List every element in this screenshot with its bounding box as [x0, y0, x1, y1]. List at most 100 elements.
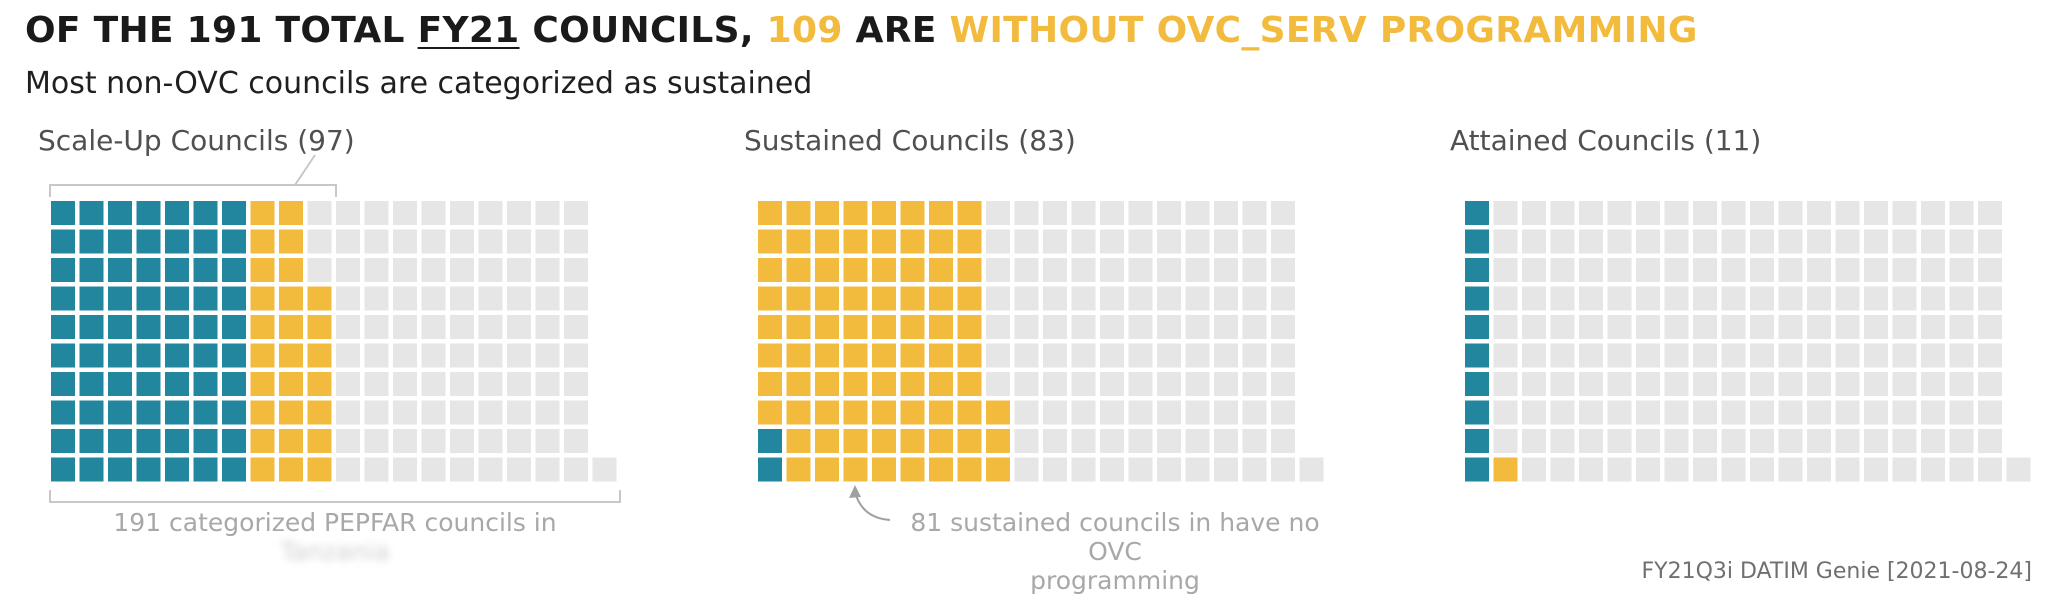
waffle-cell-without-ovc — [872, 429, 896, 453]
waffle-cell-without-ovc — [758, 286, 782, 311]
waffle-cell-empty — [1807, 286, 1831, 311]
waffle-cell-with-ovc — [193, 400, 218, 425]
waffle-cell-empty — [1579, 201, 1603, 225]
waffle-cell-without-ovc — [929, 286, 953, 311]
waffle-cell-without-ovc — [986, 429, 1010, 453]
waffle-cell-empty — [1043, 229, 1067, 254]
waffle-cell-without-ovc — [279, 258, 303, 282]
waffle-cell-without-ovc — [986, 400, 1010, 425]
waffle-cell-empty — [1664, 372, 1689, 396]
waffle-cell-empty — [535, 429, 560, 453]
waffle-cell-without-ovc — [815, 258, 839, 282]
waffle-cell-empty — [478, 429, 503, 453]
waffle-cell-empty — [364, 201, 389, 225]
waffle-cell-with-ovc — [758, 429, 782, 453]
waffle-cell-without-ovc — [900, 457, 925, 482]
waffle-cell-empty — [1750, 201, 1774, 225]
waffle-cell-without-ovc — [786, 229, 811, 254]
waffle-cell-without-ovc — [307, 372, 332, 396]
waffle-cell-empty — [1071, 229, 1096, 254]
waffle-cell-empty — [393, 201, 417, 225]
waffle-cell-empty — [1864, 201, 1888, 225]
waffle-cell-with-ovc — [51, 315, 75, 339]
waffle-cell-empty — [364, 372, 389, 396]
waffle-cell-empty — [1128, 372, 1153, 396]
waffle-cell-empty — [1750, 400, 1774, 425]
waffle-cell-empty — [1636, 400, 1660, 425]
waffle-cell-empty — [1892, 400, 1917, 425]
waffle-cell-empty — [450, 400, 474, 425]
waffle-cell-with-ovc — [136, 400, 161, 425]
waffle-cell-empty — [1522, 429, 1546, 453]
waffle-cell-with-ovc — [108, 343, 132, 368]
waffle-cell-empty — [1242, 429, 1267, 453]
waffle-cell-empty — [1043, 315, 1067, 339]
waffle-cell-empty — [1550, 429, 1575, 453]
waffle-cell-empty — [1185, 315, 1210, 339]
waffle-cell-empty — [393, 343, 417, 368]
waffle-cell-with-ovc — [79, 400, 104, 425]
waffle-cell-empty — [986, 372, 1010, 396]
waffle-cell-empty — [1835, 229, 1860, 254]
waffle-cell-empty — [1071, 286, 1096, 311]
waffle-cell-empty — [1271, 258, 1295, 282]
waffle-cell-empty — [1835, 372, 1860, 396]
waffle-cell-empty — [1750, 258, 1774, 282]
waffle-cell-empty — [1579, 400, 1603, 425]
waffle-cell-without-ovc — [957, 343, 982, 368]
waffle-cell-empty — [1157, 315, 1181, 339]
waffle-cell-without-ovc — [815, 229, 839, 254]
waffle-cell-empty — [393, 457, 417, 482]
waffle-cell-with-ovc — [222, 315, 246, 339]
waffle-cell-empty — [1579, 315, 1603, 339]
waffle-cell-empty — [1664, 429, 1689, 453]
waffle-cell-with-ovc — [108, 229, 132, 254]
waffle-cell-with-ovc — [165, 429, 189, 453]
waffle-cell-with-ovc — [51, 201, 75, 225]
waffle-cell-empty — [1778, 343, 1803, 368]
waffle-cell-without-ovc — [929, 229, 953, 254]
waffle-cell-with-ovc — [136, 315, 161, 339]
waffle-cell-empty — [1978, 343, 2002, 368]
waffle-cell-empty — [1750, 457, 1774, 482]
waffle-cell-empty — [1778, 372, 1803, 396]
waffle-cell-empty — [1043, 258, 1067, 282]
waffle-cell-empty — [1100, 372, 1124, 396]
waffle-cell-empty — [1721, 286, 1746, 311]
waffle-cell-without-ovc — [900, 343, 925, 368]
waffle-cell-empty — [1835, 315, 1860, 339]
waffle-cell-without-ovc — [843, 229, 868, 254]
waffle-cell-empty — [1693, 343, 1717, 368]
waffle-cell-empty — [1157, 201, 1181, 225]
waffle-cell-empty — [1721, 457, 1746, 482]
waffle-cell-empty — [564, 258, 588, 282]
waffle-cell-empty — [478, 315, 503, 339]
waffle-cell-empty — [1493, 343, 1518, 368]
waffle-cell-empty — [1636, 286, 1660, 311]
waffle-cell-empty — [1014, 315, 1039, 339]
waffle-cell-empty — [1864, 286, 1888, 311]
waffle-cell-empty — [336, 315, 360, 339]
waffle-cell-empty — [1750, 343, 1774, 368]
waffle-cell-empty — [1493, 229, 1518, 254]
sustained-annotation-line2: programming — [1030, 566, 1200, 595]
waffle-cell-empty — [1864, 315, 1888, 339]
waffle-cell-empty — [1493, 315, 1518, 339]
waffle-cell-empty — [450, 372, 474, 396]
waffle-cell-empty — [1071, 400, 1096, 425]
waffle-cell-empty — [1522, 457, 1546, 482]
waffle-cell-empty — [1978, 457, 2002, 482]
waffle-cell-without-ovc — [957, 201, 982, 225]
waffle-cell-empty — [1100, 457, 1124, 482]
waffle-cell-empty — [336, 343, 360, 368]
panel-title-sustained: Sustained Councils (83) — [744, 124, 1076, 157]
waffle-cell-empty — [1892, 258, 1917, 282]
waffle-cell-empty — [535, 315, 560, 339]
waffle-cell-empty — [507, 429, 531, 453]
waffle-cell-empty — [1014, 400, 1039, 425]
waffle-cell-without-ovc — [786, 372, 811, 396]
chart-title: OF THE 191 TOTAL FY21 COUNCILS, 109 ARE … — [25, 10, 1698, 51]
waffle-cell-without-ovc — [843, 457, 868, 482]
waffle-cell-empty — [1664, 201, 1689, 225]
waffle-cell-empty — [535, 457, 560, 482]
